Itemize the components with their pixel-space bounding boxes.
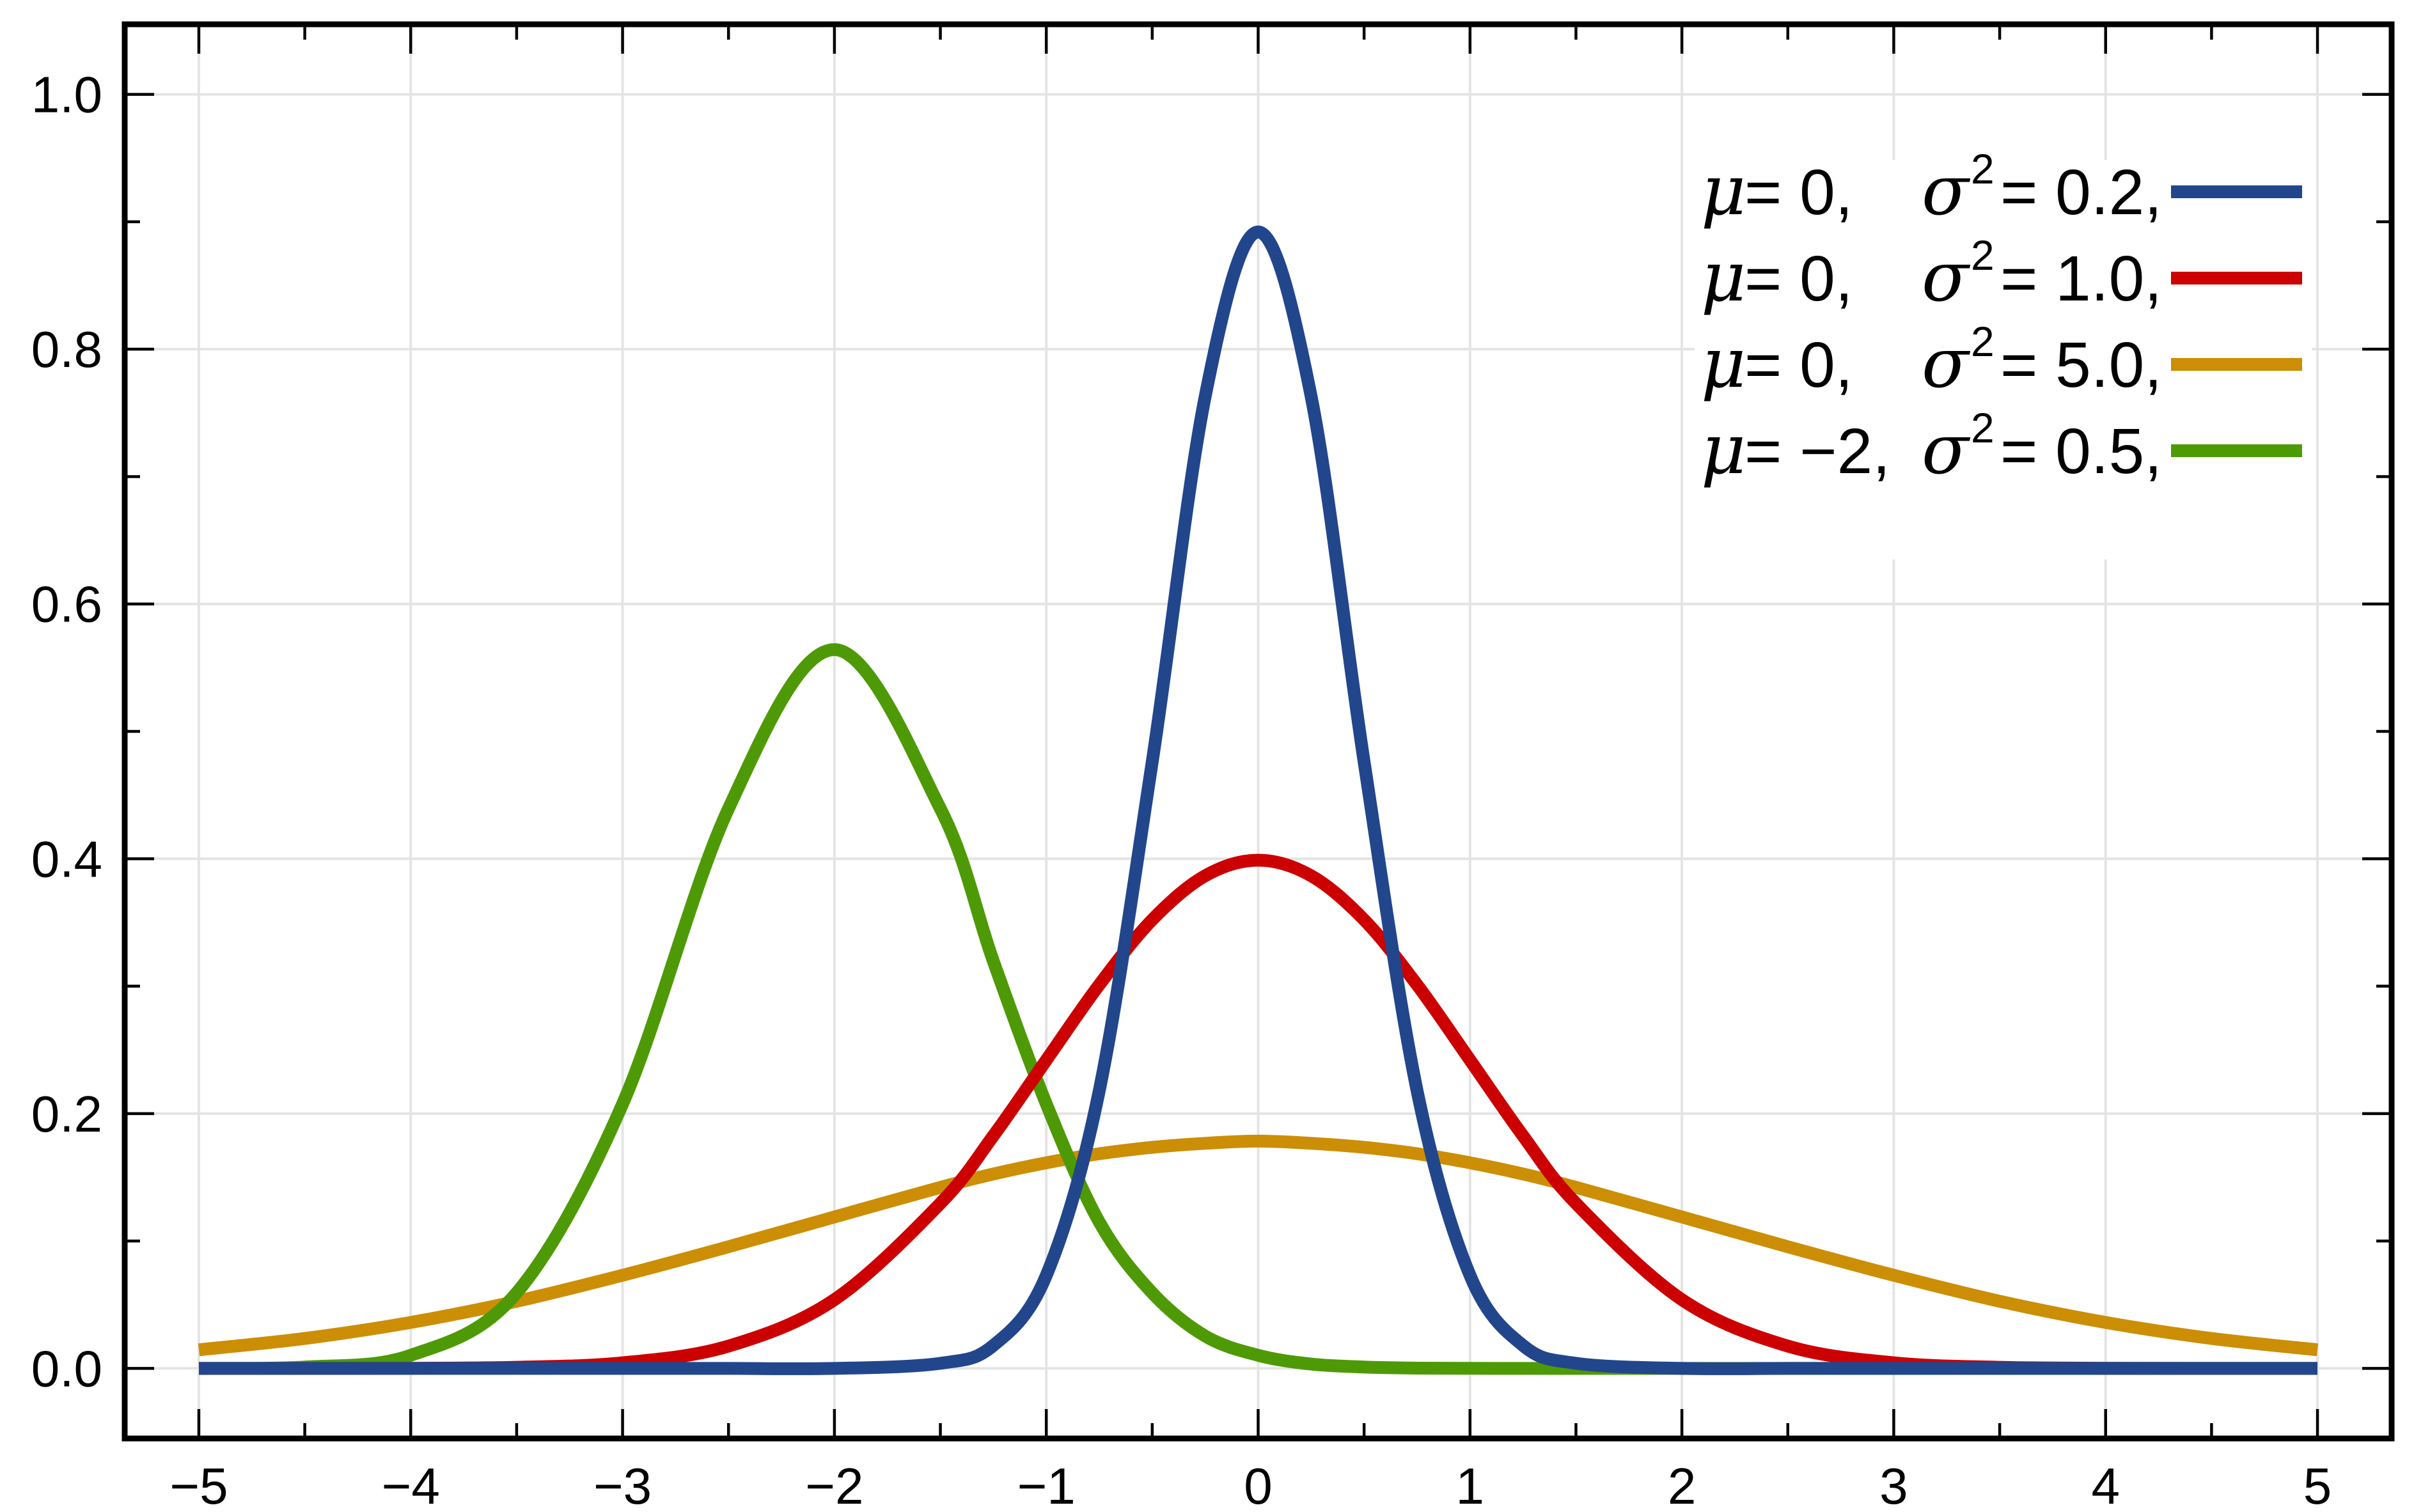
x-tick-label: −3 [593, 1458, 652, 1512]
x-tick-label: −1 [1017, 1458, 1076, 1512]
legend: μ= 0, σ 2 = 0.2,μ= 0, σ 2 = 1.0,μ= 0, σ 2 = 5.0,μ… [1695, 145, 2312, 559]
legend-sigma-symbol: σ [1922, 237, 1971, 317]
series-line-0 [199, 225, 2317, 1375]
x-tick-label: −4 [382, 1458, 440, 1512]
legend-sigma-symbol: σ [1922, 323, 1971, 403]
legend-variance-text: = 0.5, [2000, 416, 2162, 487]
x-tick-label: 5 [2303, 1458, 2332, 1512]
x-tick-label: 1 [1456, 1458, 1485, 1512]
x-tick-label: 3 [1879, 1458, 1908, 1512]
legend-mean-text: = 0, [1744, 329, 1853, 401]
legend-sigma-superscript: 2 [1971, 145, 1995, 192]
x-tick-label: −2 [805, 1458, 863, 1512]
legend-mean-text: = 0, [1744, 157, 1853, 228]
series-line-1 [199, 853, 2317, 1375]
legend-mean-text: = −2, [1744, 416, 1890, 487]
legend-mu-symbol: μ [1701, 151, 1746, 231]
y-tick-label: 0.4 [31, 830, 102, 887]
axis-ticks [125, 24, 2392, 1438]
legend-sigma-superscript: 2 [1971, 404, 1995, 451]
x-tick-label: 2 [1668, 1458, 1697, 1512]
legend-variance-text: = 1.0, [2000, 243, 2162, 315]
legend-mu-symbol: μ [1701, 237, 1746, 317]
y-tick-label: 0.8 [31, 321, 102, 378]
series-curves [198, 225, 2319, 1375]
x-tick-label: 0 [1244, 1458, 1273, 1512]
legend-variance-text: = 5.0, [2000, 329, 2162, 401]
y-tick-label: 1.0 [31, 66, 102, 123]
legend-mu-symbol: μ [1701, 410, 1746, 490]
legend-mean-text: = 0, [1744, 243, 1853, 315]
series-line-2 [198, 1134, 2319, 1357]
legend-sigma-superscript: 2 [1971, 231, 1995, 279]
legend-sigma-superscript: 2 [1971, 318, 1995, 365]
y-tick-label: 0.6 [31, 576, 102, 633]
x-tick-label: −5 [169, 1458, 228, 1512]
y-tick-label: 0.2 [31, 1086, 102, 1142]
legend-sigma-symbol: σ [1922, 151, 1971, 231]
y-tick-labels: 0.0 0.2 0.4 0.6 0.8 1.0 [31, 66, 102, 1398]
x-tick-labels: −5 −4 −3 −2 −1 0 1 2 3 4 5 [169, 1458, 2332, 1512]
legend-sigma-symbol: σ [1922, 410, 1971, 490]
legend-variance-text: = 0.2, [2000, 157, 2162, 228]
legend-mu-symbol: μ [1701, 323, 1746, 403]
x-tick-label: 4 [2091, 1458, 2120, 1512]
y-tick-label: 0.0 [31, 1340, 102, 1397]
